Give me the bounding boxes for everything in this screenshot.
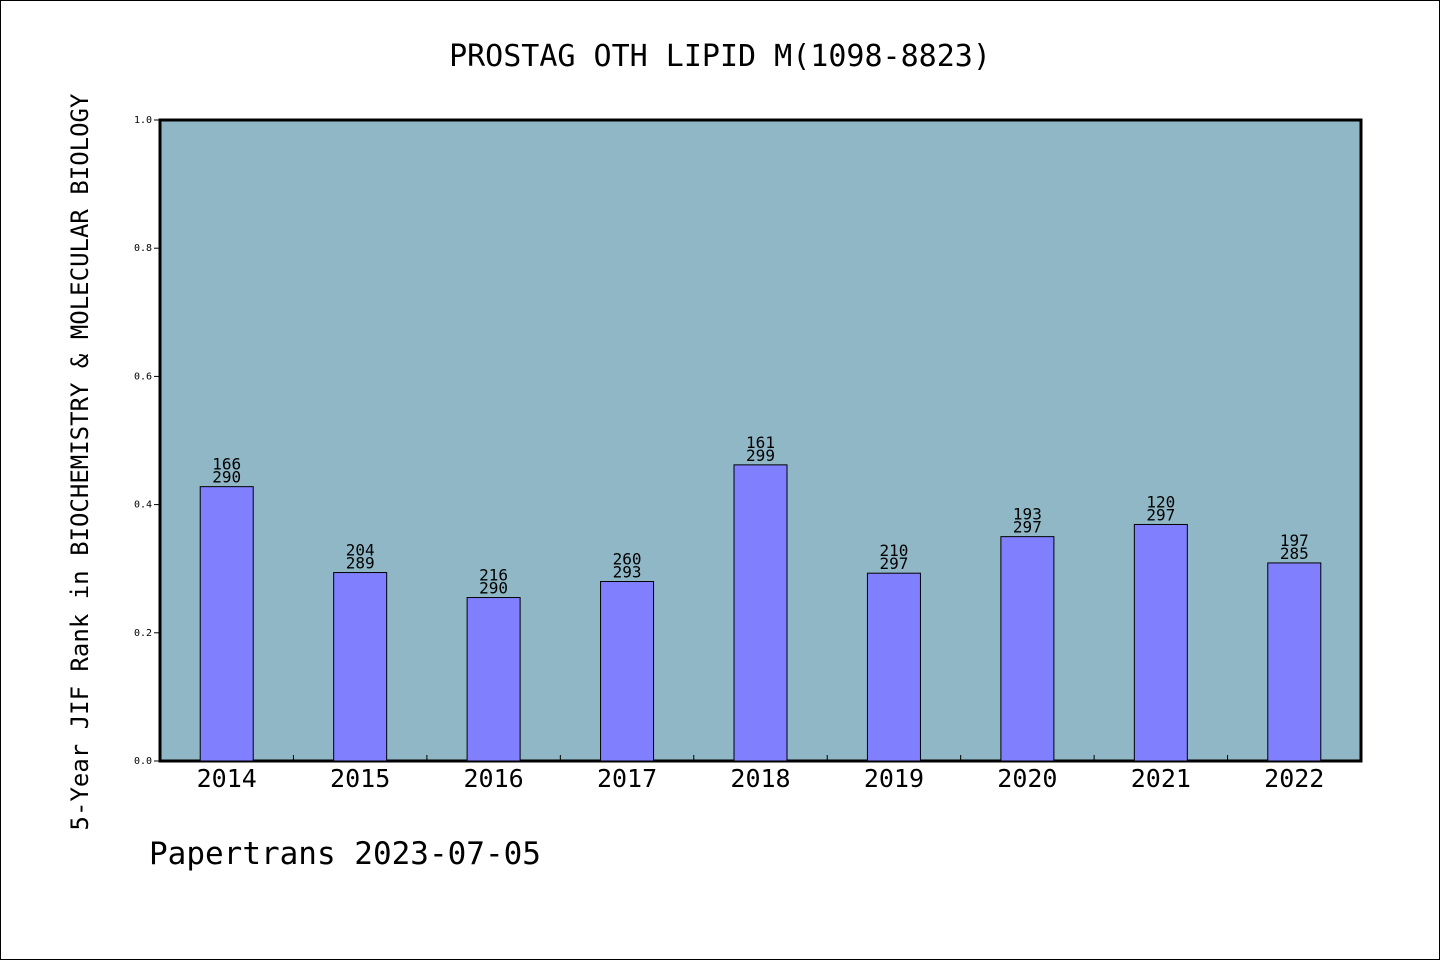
bar-label-total: 297 bbox=[1013, 518, 1042, 537]
bar-2014 bbox=[199, 486, 254, 762]
footer-credit: Papertrans 2023-07-05 bbox=[149, 836, 541, 872]
bar-2020 bbox=[1000, 536, 1055, 762]
bar-label-total: 297 bbox=[1146, 505, 1175, 524]
y-axis-ticks: 0.0 0.2 0.4 0.6 0.8 1.0 bbox=[134, 115, 160, 767]
x-tick-label: 2017 bbox=[597, 764, 657, 793]
bar-label-rank: 204 bbox=[346, 541, 375, 560]
bar-labels: 1662902042892162902602931612992102971932… bbox=[212, 433, 1308, 598]
x-tick-label: 2020 bbox=[997, 764, 1057, 793]
bar-label-total: 285 bbox=[1280, 544, 1309, 563]
bar-label-total: 290 bbox=[212, 468, 241, 487]
bar-label-rank: 120 bbox=[1146, 492, 1175, 511]
bar-2017 bbox=[600, 581, 655, 762]
y-axis-label: 5-Year JIF Rank in BIOCHEMISTRY & MOLECU… bbox=[66, 93, 94, 830]
bar-label-total: 289 bbox=[346, 554, 375, 573]
bar-label-total: 290 bbox=[479, 579, 508, 598]
x-tick-label: 2014 bbox=[197, 764, 257, 793]
x-tick-label: 2015 bbox=[330, 764, 390, 793]
chart-title: PROSTAG OTH LIPID M(1098-8823) bbox=[449, 39, 991, 74]
y-tick-label: 1.0 bbox=[134, 115, 152, 126]
y-tick-label: 0.0 bbox=[134, 756, 152, 767]
bar-label-total: 299 bbox=[746, 446, 775, 465]
y-tick-label: 0.6 bbox=[134, 371, 152, 382]
y-tick-label: 0.4 bbox=[134, 500, 152, 511]
bar-label-rank: 161 bbox=[746, 433, 775, 452]
bar-2016 bbox=[466, 597, 521, 762]
bar-label-total: 293 bbox=[613, 563, 642, 582]
bar-label-rank: 193 bbox=[1013, 505, 1042, 524]
bar-2022 bbox=[1267, 562, 1322, 762]
bar-2019 bbox=[866, 572, 921, 762]
bar-label-total: 297 bbox=[879, 554, 908, 573]
y-tick-label: 0.8 bbox=[134, 243, 152, 254]
bar-label-rank: 216 bbox=[479, 566, 508, 585]
bars bbox=[199, 464, 1322, 762]
bar-2015 bbox=[333, 572, 388, 762]
x-tick-label: 2018 bbox=[730, 764, 790, 793]
bar-label-rank: 260 bbox=[613, 550, 642, 569]
bar-label-rank: 197 bbox=[1280, 531, 1309, 550]
bar-label-rank: 166 bbox=[212, 455, 241, 474]
bar-2021 bbox=[1133, 523, 1188, 762]
x-tick-label: 2019 bbox=[864, 764, 924, 793]
bar-2018 bbox=[733, 464, 788, 762]
x-axis-ticks: 2014 2015 2016 2017 2018 2019 2020 2021 2022 bbox=[197, 755, 1324, 793]
bar-label-rank: 210 bbox=[879, 541, 908, 560]
y-tick-label: 0.2 bbox=[134, 628, 152, 639]
x-tick-label: 2022 bbox=[1264, 764, 1324, 793]
x-tick-label: 2016 bbox=[464, 764, 524, 793]
x-tick-label: 2021 bbox=[1131, 764, 1191, 793]
